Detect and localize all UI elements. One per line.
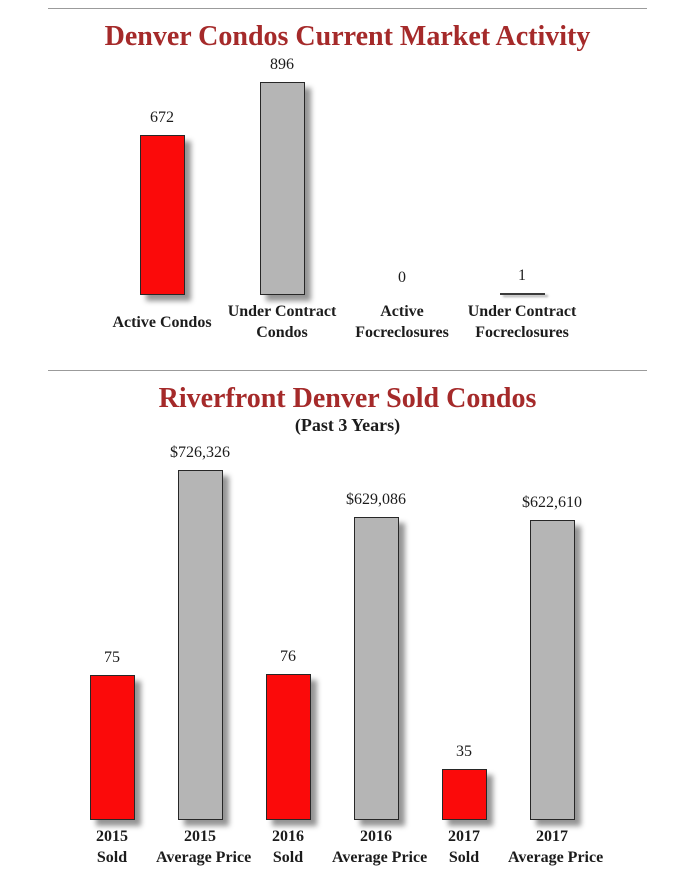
bar-value-label-under-contract-focreclosures: 1 — [518, 267, 526, 285]
gray-bar-2017-average-price — [529, 520, 575, 821]
gray-bar-under-contract-focreclosures — [499, 293, 545, 296]
category-label-active-condos: Active Condos — [112, 313, 212, 331]
bar-column-2017-sold: 35 — [420, 742, 508, 821]
red-bar-active-condos — [139, 135, 185, 296]
market-activity-chart: Denver Condos Current Market Activity 67… — [0, 21, 695, 343]
bar-value-label-active-condos: 672 — [150, 109, 174, 127]
market-activity-title: Denver Condos Current Market Activity — [104, 21, 591, 52]
category-label-2015-sold: 2015 Sold — [96, 828, 128, 867]
bar-value-label-2017-sold: 35 — [456, 743, 472, 761]
sold-condos-category-labels: 2015 Sold 2015 Average Price 2016 Sold 2016 Ave… — [0, 826, 695, 868]
middle-divider — [48, 370, 647, 372]
bar-column-2015-sold: 75 — [68, 648, 156, 821]
sold-condos-title: Riverfront Denver Sold Condos — [158, 383, 537, 415]
bar-value-label-2016-sold: 76 — [280, 648, 296, 666]
bar-value-label-active-focreclosures: 0 — [398, 269, 406, 287]
category-label-2015-average-price: 2015 Average Price — [156, 828, 252, 867]
market-activity-category-labels: Active Condos Under Contract Condos Active F… — [0, 301, 695, 343]
sold-condos-chart: Riverfront Denver Sold Condos (Past 3 Ye… — [0, 383, 695, 868]
bar-column-under-contract-condos: 896 — [222, 55, 342, 296]
market-activity-plot: 672 896 0 1 — [0, 53, 695, 296]
sold-condos-plot: 75 $726,326 76 $629,086 35 $622,610 — [0, 441, 695, 821]
bar-column-active-condos: 672 — [102, 108, 222, 296]
gray-bar-under-contract-condos — [259, 82, 305, 296]
category-label-under-contract-condos: Under Contract Condos — [227, 303, 337, 342]
red-bar-2017-sold — [441, 769, 487, 821]
bar-value-label-under-contract-condos: 896 — [270, 56, 294, 74]
category-label-2016-average-price: 2016 Average Price — [332, 828, 428, 867]
category-label-active-focreclosures: Active Focreclosures — [355, 303, 449, 342]
category-label-2016-sold: 2016 Sold — [272, 828, 304, 867]
bar-value-label-2015-average-price: $726,326 — [170, 444, 230, 462]
bar-column-2016-average-price: $629,086 — [332, 490, 420, 821]
bar-column-active-focreclosures: 0 — [342, 268, 462, 295]
sold-condos-subtitle: (Past 3 Years) — [294, 415, 401, 436]
category-label-2017-sold: 2017 Sold — [448, 828, 480, 867]
bar-value-label-2016-average-price: $629,086 — [346, 491, 406, 509]
bar-value-label-2015-sold: 75 — [104, 649, 120, 667]
top-divider — [48, 8, 647, 9]
bar-column-under-contract-focreclosures: 1 — [462, 266, 582, 296]
red-bar-2016-sold — [265, 674, 311, 821]
category-label-under-contract-focreclosures: Under Contract Focreclosures — [467, 303, 577, 342]
bar-column-2016-sold: 76 — [244, 647, 332, 821]
gray-bar-2016-average-price — [353, 517, 399, 821]
bar-column-2017-average-price: $622,610 — [508, 493, 596, 821]
gray-bar-2015-average-price — [177, 470, 223, 821]
bar-value-label-2017-average-price: $622,610 — [522, 494, 582, 512]
bar-column-2015-average-price: $726,326 — [156, 443, 244, 821]
red-bar-2015-sold — [89, 675, 135, 821]
category-label-2017-average-price: 2017 Average Price — [508, 828, 604, 867]
